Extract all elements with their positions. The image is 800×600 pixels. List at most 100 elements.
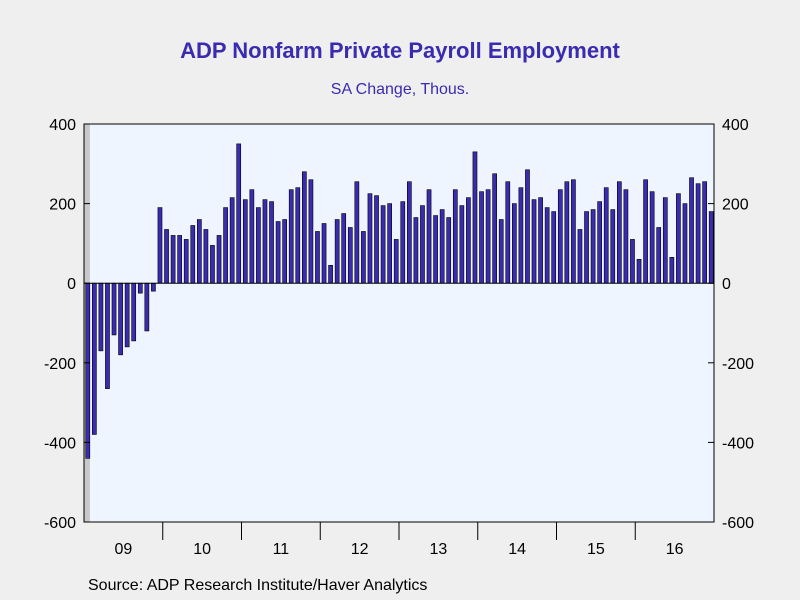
bar xyxy=(603,187,609,284)
bar xyxy=(282,219,287,284)
bar xyxy=(164,229,169,284)
bar xyxy=(656,227,662,284)
x-tick-label: 13 xyxy=(429,541,447,558)
bar xyxy=(479,191,484,284)
bar xyxy=(708,211,714,284)
bar xyxy=(498,219,504,284)
bar xyxy=(420,205,425,284)
y-tick-label: -400 xyxy=(44,435,76,452)
chart-title: ADP Nonfarm Private Payroll Employment xyxy=(180,38,620,63)
plot-area xyxy=(84,124,714,522)
bar xyxy=(347,227,353,284)
bar xyxy=(669,257,675,284)
bar xyxy=(623,189,629,284)
bar xyxy=(295,187,301,284)
bar xyxy=(466,197,471,284)
bar xyxy=(400,201,406,284)
y-tick-label: -600 xyxy=(722,515,754,532)
bar xyxy=(439,209,445,284)
bar xyxy=(472,151,478,284)
x-tick-label: 09 xyxy=(114,541,132,558)
y-tick-label: -600 xyxy=(44,515,76,532)
bar xyxy=(85,282,91,459)
bar xyxy=(584,211,589,284)
bar xyxy=(197,219,202,284)
bar xyxy=(590,209,596,284)
bar xyxy=(459,205,465,284)
bar xyxy=(531,199,537,284)
bar xyxy=(407,181,412,284)
y-tick-label: -200 xyxy=(44,356,76,373)
bar xyxy=(256,207,261,284)
bar xyxy=(223,207,228,284)
bar xyxy=(302,171,307,284)
bar xyxy=(308,179,314,284)
y-tick-label: 0 xyxy=(722,276,731,293)
bar xyxy=(367,193,373,284)
bar xyxy=(689,177,694,284)
y-tick-label: 200 xyxy=(722,197,749,214)
bar xyxy=(374,195,379,284)
x-tick-label: 14 xyxy=(508,541,526,558)
bar xyxy=(170,235,176,284)
y-tick-label: 400 xyxy=(49,117,76,134)
bar xyxy=(695,183,701,284)
bar xyxy=(262,199,268,284)
bar xyxy=(144,282,150,332)
x-tick-label: 16 xyxy=(666,541,684,558)
bar xyxy=(203,229,209,284)
bar xyxy=(328,264,333,284)
bar xyxy=(111,282,117,336)
bar xyxy=(571,179,576,284)
bar xyxy=(124,282,130,348)
bar xyxy=(426,189,432,284)
bar xyxy=(315,231,320,284)
y-tick-label: 0 xyxy=(67,276,76,293)
bar xyxy=(564,181,570,284)
bar xyxy=(505,181,511,284)
bar xyxy=(433,215,438,284)
chart-subtitle: SA Change, Thous. xyxy=(330,81,470,98)
bar xyxy=(512,203,517,284)
bar xyxy=(387,203,392,284)
bar xyxy=(413,217,419,284)
bar xyxy=(662,197,668,284)
x-tick-label: 10 xyxy=(193,541,211,558)
bar xyxy=(229,197,235,284)
bar xyxy=(151,282,156,292)
bar xyxy=(354,181,360,284)
y-tick-label: -200 xyxy=(722,356,754,373)
x-tick-label: 12 xyxy=(351,541,369,558)
bar xyxy=(649,191,655,284)
bar xyxy=(216,235,222,284)
bar xyxy=(452,189,458,284)
bar xyxy=(118,282,123,356)
bar xyxy=(518,187,524,284)
bar xyxy=(676,193,681,284)
bar xyxy=(702,181,707,284)
bar xyxy=(577,229,583,284)
bar xyxy=(183,239,189,284)
bar xyxy=(137,282,143,294)
bar xyxy=(557,189,563,284)
bar xyxy=(105,282,110,389)
bar xyxy=(92,282,97,435)
bar xyxy=(643,179,648,284)
bar xyxy=(446,217,452,284)
bar xyxy=(538,197,543,284)
bar xyxy=(131,282,137,342)
bar xyxy=(682,203,688,284)
y-tick-label: -400 xyxy=(722,435,754,452)
source-note: Source: ADP Research Institute/Haver Ana… xyxy=(88,577,428,594)
x-tick-label: 11 xyxy=(273,541,290,558)
bar xyxy=(636,259,642,284)
bar xyxy=(157,207,163,284)
bar xyxy=(630,239,635,284)
bar xyxy=(492,173,497,284)
bar xyxy=(275,221,281,284)
bar xyxy=(210,245,215,284)
bar xyxy=(551,211,557,284)
bar xyxy=(236,143,242,284)
bar xyxy=(617,181,622,284)
bar xyxy=(177,235,182,284)
